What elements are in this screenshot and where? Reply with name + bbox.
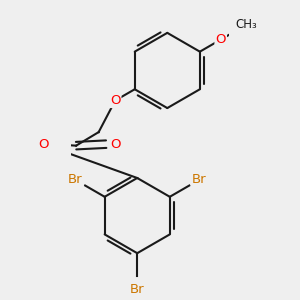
Text: Br: Br (192, 173, 206, 186)
Text: O: O (110, 138, 120, 151)
Text: CH₃: CH₃ (236, 18, 258, 31)
Text: O: O (110, 94, 120, 107)
Text: Br: Br (68, 173, 83, 186)
Text: O: O (215, 33, 226, 46)
Text: Br: Br (130, 283, 145, 296)
Text: O: O (38, 138, 48, 151)
